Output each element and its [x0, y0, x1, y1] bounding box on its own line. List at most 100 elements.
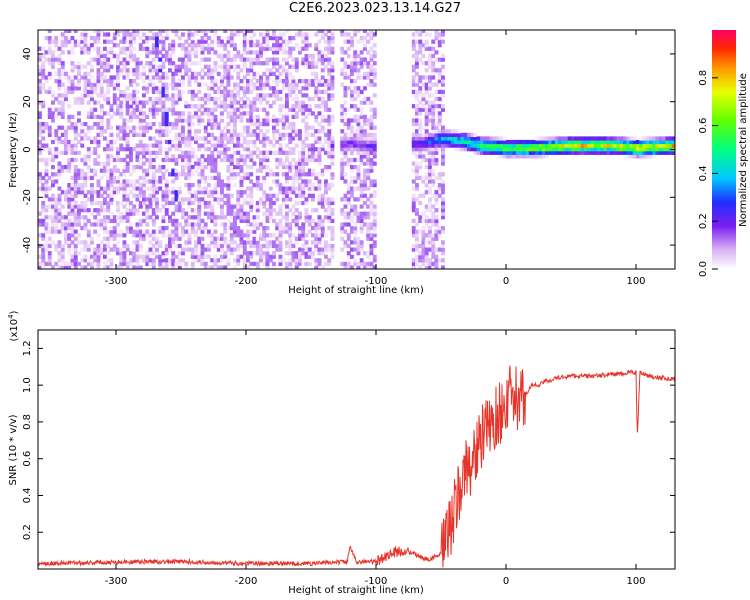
- heatmap-cell: [223, 265, 228, 269]
- heatmap-cell: [73, 211, 78, 216]
- heatmap-cell: [194, 251, 198, 256]
- heatmap-cell: [125, 86, 130, 91]
- heatmap-cell: [265, 136, 270, 141]
- heatmap-cell: [314, 233, 319, 238]
- heatmap-cell: [177, 261, 182, 266]
- heatmap-cell: [327, 218, 332, 223]
- heatmap-cell: [330, 32, 335, 37]
- heatmap-cell: [67, 165, 72, 170]
- heatmap-cell: [47, 150, 52, 155]
- heatmap-cell: [473, 147, 478, 152]
- heatmap-cell: [301, 261, 306, 266]
- heatmap-cell: [187, 215, 192, 220]
- heatmap-cell: [580, 143, 585, 148]
- heatmap-cell: [216, 215, 221, 220]
- heatmap-cell: [304, 143, 309, 148]
- heatmap-cell: [174, 122, 179, 127]
- heatmap-cell: [229, 107, 234, 112]
- heatmap-cell: [288, 93, 293, 98]
- heatmap-cell: [90, 57, 94, 62]
- heatmap-cell: [437, 147, 442, 152]
- heatmap-cell: [229, 136, 234, 141]
- heatmap-cell: [298, 89, 302, 94]
- heatmap-cell: [119, 71, 124, 76]
- heatmap-cell: [38, 57, 42, 62]
- heatmap-cell: [428, 154, 432, 159]
- heatmap-cell: [346, 136, 351, 141]
- heatmap-cell: [356, 132, 361, 137]
- heatmap-cell: [106, 168, 111, 173]
- heatmap-cell: [415, 107, 419, 112]
- heatmap-cell: [171, 229, 176, 234]
- heatmap-cell: [226, 175, 231, 180]
- heatmap-cell: [80, 136, 85, 141]
- heatmap-cell: [298, 150, 302, 155]
- heatmap-cell: [229, 211, 234, 216]
- heatmap-cell: [109, 200, 114, 206]
- heatmap-cell: [265, 36, 270, 41]
- heatmap-cell: [112, 96, 117, 102]
- heatmap-cell: [304, 104, 309, 109]
- heatmap-cell: [298, 157, 302, 163]
- heatmap-cell: [301, 190, 306, 195]
- heatmap-cell: [99, 247, 104, 252]
- heatmap-cell: [119, 50, 124, 55]
- heatmap-cell: [454, 143, 458, 148]
- heatmap-cell: [431, 265, 436, 269]
- heatmap-cell: [522, 147, 527, 152]
- heatmap-cell: [359, 215, 364, 220]
- heatmap-cell: [151, 175, 156, 180]
- heatmap-cell: [262, 243, 267, 249]
- heatmap-cell: [265, 233, 270, 238]
- heatmap-cell: [161, 118, 166, 123]
- heatmap-cell: [428, 143, 432, 148]
- heatmap-cell: [229, 204, 234, 209]
- heatmap-cell: [415, 111, 419, 116]
- heatmap-cell: [320, 100, 325, 105]
- heatmap-cell: [109, 265, 114, 269]
- heatmap-cell: [320, 36, 325, 41]
- heatmap-cell: [67, 125, 72, 130]
- heatmap-cell: [285, 240, 289, 245]
- heatmap-cell: [304, 36, 309, 41]
- heatmap-cell: [431, 139, 436, 145]
- heatmap-cell: [369, 261, 374, 266]
- heatmap-cell: [434, 96, 439, 102]
- heatmap-cell: [366, 122, 371, 127]
- heatmap-cell: [324, 53, 328, 59]
- heatmap-cell: [164, 125, 169, 130]
- heatmap-cell: [57, 197, 62, 202]
- heatmap-cell: [129, 53, 133, 59]
- heatmap-cell: [184, 243, 189, 249]
- heatmap-cell: [590, 147, 595, 152]
- heatmap-cell: [194, 132, 198, 137]
- heatmap-cell: [200, 197, 205, 202]
- heatmap-cell: [246, 258, 250, 263]
- heatmap-cell: [216, 53, 221, 59]
- heatmap-cell: [132, 79, 137, 84]
- heatmap-cell: [242, 57, 247, 62]
- heatmap-cell: [259, 61, 263, 66]
- heatmap-cell: [275, 89, 280, 94]
- heatmap-cell: [54, 129, 59, 134]
- heatmap-cell: [67, 168, 72, 173]
- heatmap-cell: [311, 79, 315, 84]
- heatmap-cell: [47, 129, 52, 134]
- heatmap-cell: [285, 229, 289, 234]
- heatmap-cell: [372, 71, 377, 76]
- heatmap-cell: [431, 233, 436, 238]
- heatmap-cell: [324, 104, 328, 109]
- heatmap-cell: [272, 118, 276, 123]
- heatmap-cell: [51, 111, 55, 116]
- heatmap-cell: [369, 157, 374, 163]
- heatmap-cell: [366, 175, 371, 180]
- heatmap-cell: [281, 57, 286, 62]
- heatmap-cell: [366, 211, 371, 216]
- heatmap-cell: [265, 247, 270, 252]
- heatmap-cell: [226, 79, 231, 84]
- snr-x-ticks: -300 -200 -100 0 100: [105, 330, 646, 587]
- heatmap-cell: [109, 193, 114, 198]
- heatmap-cell: [346, 118, 351, 123]
- heatmap-cell: [369, 211, 374, 216]
- heatmap-cell: [288, 265, 293, 269]
